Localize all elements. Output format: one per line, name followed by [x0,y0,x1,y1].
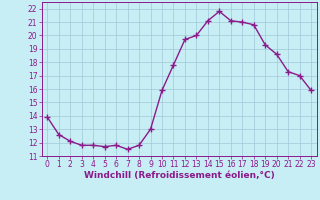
X-axis label: Windchill (Refroidissement éolien,°C): Windchill (Refroidissement éolien,°C) [84,171,275,180]
